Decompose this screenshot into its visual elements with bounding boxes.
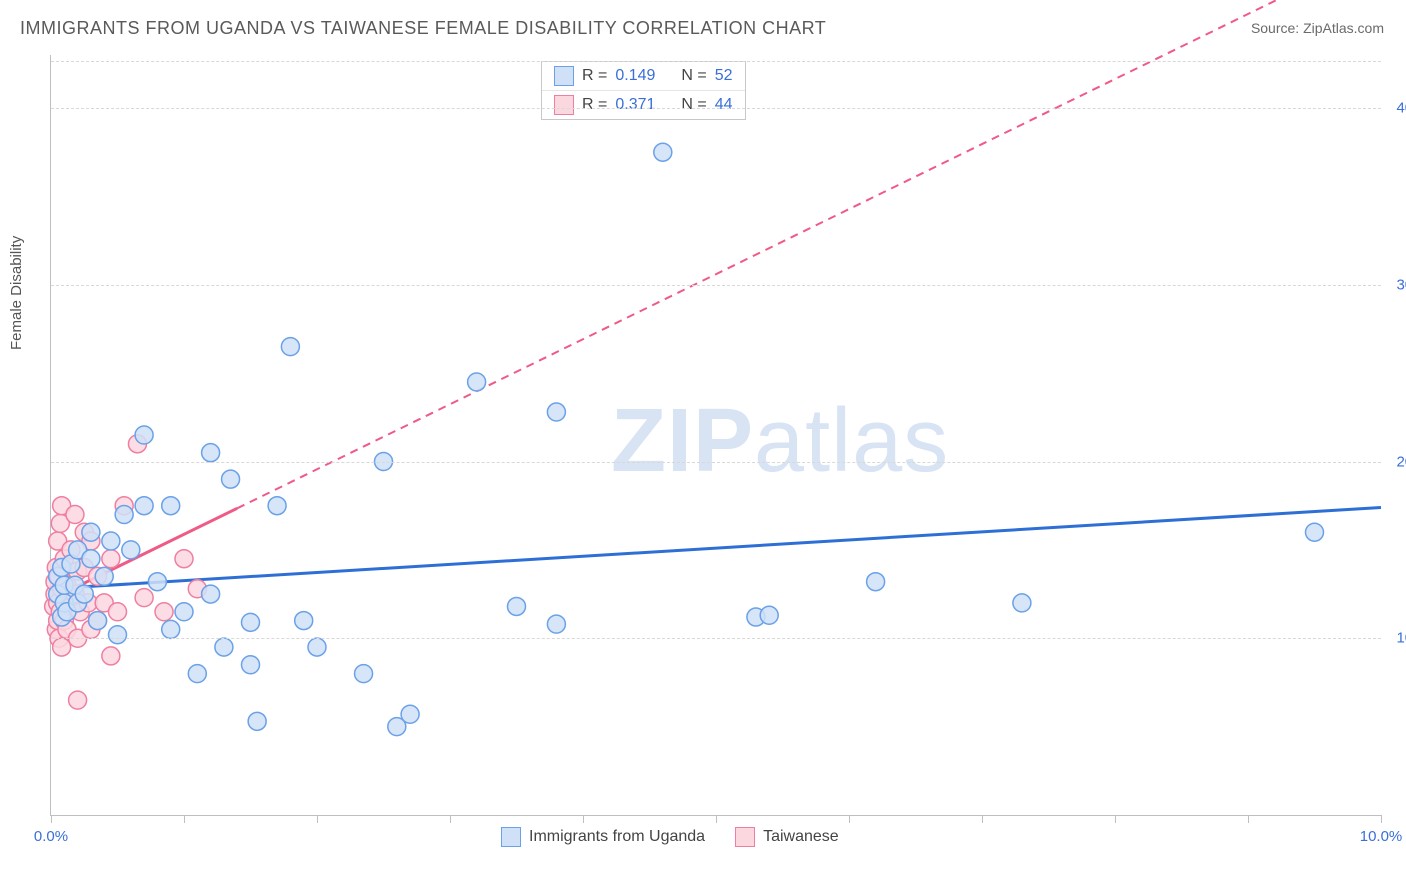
r-label: R = bbox=[582, 96, 607, 114]
y-tick-label: 30.0% bbox=[1396, 276, 1406, 293]
legend-row-uganda: R = 0.149 N = 52 bbox=[542, 62, 745, 90]
gridline bbox=[51, 638, 1381, 639]
gridline bbox=[51, 108, 1381, 109]
x-tick bbox=[982, 815, 983, 823]
y-tick-label: 10.0% bbox=[1396, 630, 1406, 647]
y-axis-label: Female Disability bbox=[8, 236, 25, 350]
chart-title: IMMIGRANTS FROM UGANDA VS TAIWANESE FEMA… bbox=[20, 18, 826, 39]
n-value-taiwanese: 44 bbox=[715, 96, 733, 114]
x-tick bbox=[51, 815, 52, 823]
r-value-taiwanese: 0.371 bbox=[615, 96, 655, 114]
x-tick bbox=[1115, 815, 1116, 823]
x-tick bbox=[716, 815, 717, 823]
swatch-uganda bbox=[554, 66, 574, 86]
x-tick bbox=[1248, 815, 1249, 823]
legend-label-uganda: Immigrants from Uganda bbox=[529, 828, 705, 846]
correlation-legend: R = 0.149 N = 52 R = 0.371 N = 44 bbox=[541, 61, 746, 120]
x-tick bbox=[184, 815, 185, 823]
swatch-uganda-icon bbox=[501, 827, 521, 847]
r-value-uganda: 0.149 bbox=[615, 67, 655, 85]
legend-row-taiwanese: R = 0.371 N = 44 bbox=[542, 90, 745, 119]
x-tick bbox=[1381, 815, 1382, 823]
plot-area: ZIPatlas R = 0.149 N = 52 R = 0.371 N = … bbox=[50, 55, 1381, 816]
x-tick bbox=[450, 815, 451, 823]
gridline bbox=[51, 285, 1381, 286]
r-label: R = bbox=[582, 67, 607, 85]
x-tick bbox=[583, 815, 584, 823]
y-tick-label: 20.0% bbox=[1396, 453, 1406, 470]
x-tick bbox=[849, 815, 850, 823]
gridline bbox=[51, 61, 1381, 62]
n-value-uganda: 52 bbox=[715, 67, 733, 85]
chart-svg bbox=[51, 55, 1381, 815]
gridline bbox=[51, 462, 1381, 463]
x-tick-label: 0.0% bbox=[34, 828, 68, 845]
swatch-taiwanese-icon bbox=[735, 827, 755, 847]
source-label: Source: ZipAtlas.com bbox=[1251, 20, 1384, 36]
n-label: N = bbox=[681, 96, 706, 114]
x-tick bbox=[317, 815, 318, 823]
x-tick-label: 10.0% bbox=[1360, 828, 1403, 845]
y-tick-label: 40.0% bbox=[1396, 100, 1406, 117]
legend-label-taiwanese: Taiwanese bbox=[763, 828, 839, 846]
series-legend: Immigrants from Uganda Taiwanese bbox=[501, 827, 839, 847]
legend-item-taiwanese: Taiwanese bbox=[735, 827, 839, 847]
legend-item-uganda: Immigrants from Uganda bbox=[501, 827, 705, 847]
n-label: N = bbox=[681, 67, 706, 85]
swatch-taiwanese bbox=[554, 95, 574, 115]
